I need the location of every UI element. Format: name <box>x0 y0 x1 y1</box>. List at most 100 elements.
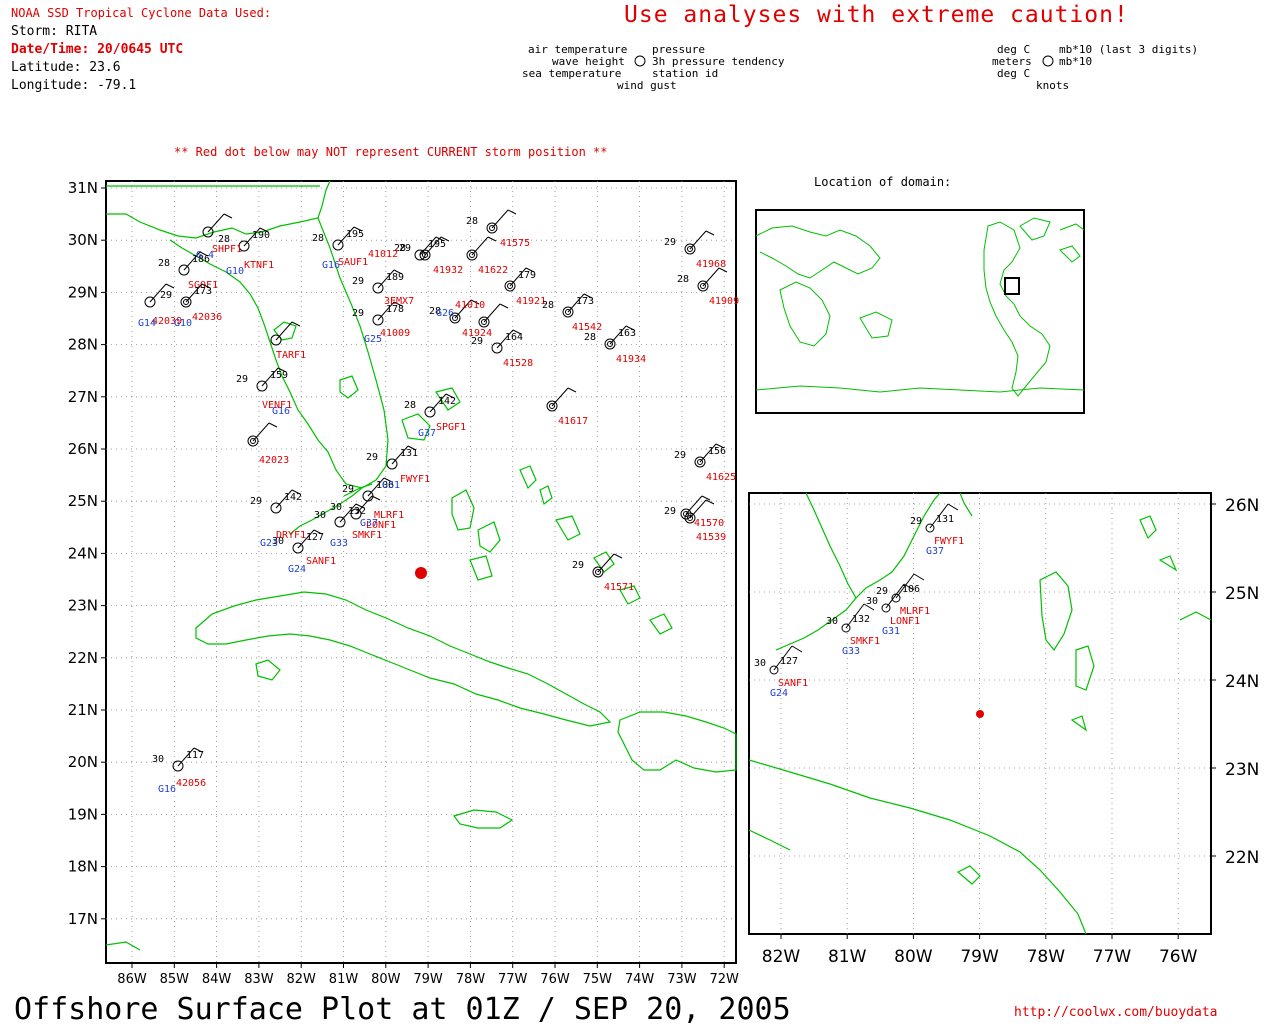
lon-label: 78W <box>456 972 486 987</box>
wind-barb <box>297 529 315 549</box>
station-pressure: 159 <box>270 370 288 381</box>
lat-label: 18N <box>68 858 98 876</box>
zoom-lon-label: 77W <box>1093 947 1132 967</box>
longitude: Longitude: -79.1 <box>11 78 137 93</box>
station-air-temp: 28 <box>218 234 230 245</box>
station-id: 41009 <box>380 328 410 339</box>
lon-label: 85W <box>160 972 190 987</box>
wind-barb <box>275 321 293 341</box>
units-deg-c-2: deg C <box>997 67 1031 80</box>
lat-label: 30N <box>68 231 98 249</box>
buoy-inner-circle <box>507 283 513 289</box>
station-circle <box>419 249 431 261</box>
wind-barb <box>454 299 472 319</box>
station-id: 41528 <box>503 358 533 369</box>
station-circle <box>292 542 304 554</box>
station-circle <box>697 280 709 292</box>
zoom-lat-label: 26N <box>1225 496 1259 516</box>
station-air-temp: 29 <box>572 560 584 571</box>
station-blue-id: G23 <box>260 538 278 549</box>
buoy-inner-circle <box>700 283 706 289</box>
wind-barb-feather <box>201 283 211 289</box>
station-air-temp: 29 <box>471 336 483 347</box>
zoom-lat-label: 24N <box>1225 672 1259 692</box>
station-air-temp: 29 <box>664 237 676 248</box>
legend-wind-gust: wind gust <box>617 79 677 92</box>
red-dot-note: ** Red dot below may NOT represent CURRE… <box>174 145 608 159</box>
station-circle <box>504 280 516 292</box>
station-pressure: 164 <box>505 332 523 343</box>
zoom-wind-barb <box>885 583 905 609</box>
zoom-station-air-temp: 29 <box>910 516 922 527</box>
lon-label: 76W <box>540 972 570 987</box>
wind-barb-feather <box>718 267 728 273</box>
legend-tendency: 3h pressure tendency <box>652 55 785 68</box>
station-id: 41571 <box>604 582 634 593</box>
station-circle <box>238 240 250 252</box>
station-air-temp: 29 <box>250 496 262 507</box>
zoom-station-circle <box>881 603 891 613</box>
wind-barb-feather <box>383 477 393 483</box>
wind-barb-feather <box>353 226 363 232</box>
buoy-inner-circle <box>422 252 428 258</box>
wind-barb <box>261 367 279 387</box>
zoom-station-air-temp: 30 <box>754 658 766 669</box>
station-circle <box>334 516 346 528</box>
wind-barb-feather <box>268 422 278 428</box>
buoy-inner-circle <box>481 319 487 325</box>
wind-barb-feather <box>507 209 517 215</box>
wind-barb-feather <box>435 236 445 242</box>
lat-label: 27N <box>68 388 98 406</box>
station-circle <box>270 502 282 514</box>
lat-label: 29N <box>68 283 98 301</box>
buoy-inner-circle <box>607 341 613 347</box>
station-pressure: 142 <box>284 492 302 503</box>
lon-label: 86W <box>117 972 147 987</box>
lon-label: 74W <box>625 972 655 987</box>
station-pressure: 178 <box>386 304 404 315</box>
legend-pressure: pressure <box>652 43 705 56</box>
station-air-temp: 30 <box>272 536 284 547</box>
wind-barb-feather <box>291 321 301 327</box>
zoom-station-pressure: 131 <box>936 514 954 525</box>
wind-barb-feather <box>701 495 711 501</box>
source-url: http://coolwx.com/buoydata <box>1014 1005 1218 1020</box>
zoom-station-id: LONF1 <box>890 616 920 627</box>
main-map: 31N 30N 29N 28N 27N 26N 25N 24N 23N 22N 21N 20N 19N 1… <box>68 179 739 987</box>
station-blue-id: G37 <box>360 518 378 529</box>
zoom-station-circle <box>769 665 779 675</box>
station-air-temp: 28 <box>158 258 170 269</box>
station-air-temp: 29 <box>352 276 364 287</box>
wind-barb <box>355 495 373 515</box>
lat-label: 21N <box>68 701 98 719</box>
zoom-wind-barb-feather <box>947 503 959 511</box>
buoy-inner-circle <box>250 438 256 444</box>
station-pressure: 131 <box>400 448 418 459</box>
station-circle <box>694 456 706 468</box>
station-pressure: 163 <box>618 328 636 339</box>
station-circle <box>247 435 259 447</box>
buoy-inner-circle <box>549 403 555 409</box>
lon-label: 79W <box>413 972 443 987</box>
station-air-temp: 29 <box>674 450 686 461</box>
zoom-station-id: MLRF1 <box>900 606 930 617</box>
zoom-lat-label: 23N <box>1225 760 1259 780</box>
station-blue-id: G25 <box>364 334 382 345</box>
buoy-inner-circle <box>687 515 693 521</box>
buoy-inner-circle <box>183 299 189 305</box>
wind-barb <box>685 495 703 515</box>
zoom-wind-barb <box>773 645 793 671</box>
station-id: 42039 <box>152 316 182 327</box>
buoy-inner-circle <box>469 252 475 258</box>
wind-barb-feather <box>445 393 455 399</box>
lon-label: 75W <box>583 972 613 987</box>
station-pressure: 195 <box>428 239 446 250</box>
wind-barb-feather <box>705 230 715 236</box>
station-pressure: 189 <box>386 272 404 283</box>
station-id: KTNF1 <box>244 260 274 271</box>
wind-barb-feather <box>583 293 593 299</box>
station-air-temp: 29 <box>366 452 378 463</box>
station-pressure: 190 <box>252 230 270 241</box>
